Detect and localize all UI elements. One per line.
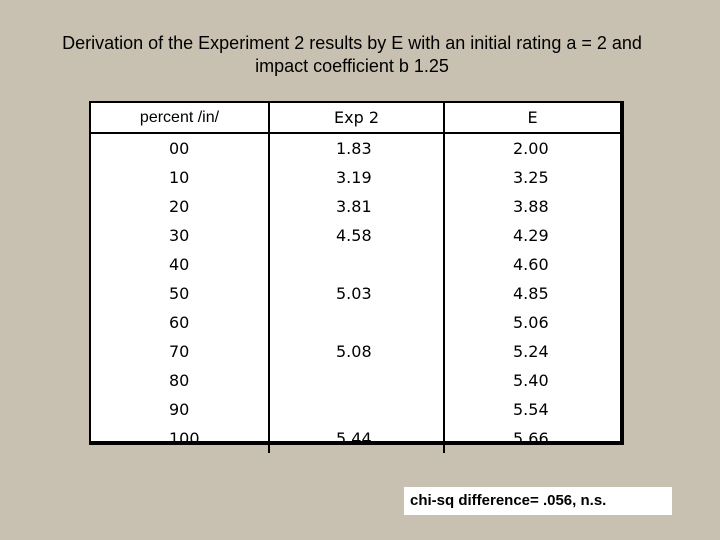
cell-percent: 40: [91, 250, 270, 279]
cell-e: 2.00: [513, 139, 549, 158]
cell-exp2: 1.83: [269, 133, 445, 163]
cell-percent: 80: [91, 366, 270, 395]
results-table-frame: percent /in/ Exp 2 E 00 1.83 2.00 10 3.1…: [89, 101, 624, 453]
cell-e: 5.66: [513, 429, 549, 448]
cell-percent: 70: [91, 337, 270, 366]
cell-e: 4.60: [513, 255, 549, 274]
cell-e: 3.25: [513, 168, 549, 187]
cell-exp2: 3.81: [269, 192, 445, 221]
cell-exp2: [269, 395, 445, 424]
cell-exp2: 5.03: [269, 279, 445, 308]
table-row: 20 3.81 3.88: [91, 192, 620, 221]
cell-exp2: [269, 366, 445, 395]
cell-percent: 10: [91, 163, 270, 192]
cell-percent: 00: [91, 133, 270, 163]
cell-exp2: 5.44: [269, 424, 445, 453]
table-row: 100 5.44 5.66: [91, 424, 620, 453]
header-percent: percent /in/: [91, 103, 270, 134]
table-row: 30 4.58 4.29: [91, 221, 620, 250]
cell-e: 4.85: [513, 284, 549, 303]
chi-square-note: chi-sq difference= .056, n.s.: [404, 487, 672, 515]
cell-e: 3.88: [513, 197, 549, 216]
table-row: 90 5.54: [91, 395, 620, 424]
table-row: 80 5.40: [91, 366, 620, 395]
cell-exp2: 3.19: [269, 163, 445, 192]
title-line-2: impact coefficient b 1.25: [255, 56, 449, 76]
cell-exp2: 5.08: [269, 337, 445, 366]
table-row: 60 5.06: [91, 308, 620, 337]
cell-percent: 100: [91, 424, 270, 453]
header-exp2: Exp 2: [269, 103, 445, 134]
cell-exp2: 4.58: [269, 221, 445, 250]
table-row: 00 1.83 2.00: [91, 133, 620, 163]
cell-e: 5.40: [513, 371, 549, 390]
table-row: 10 3.19 3.25: [91, 163, 620, 192]
cell-e: 5.54: [513, 400, 549, 419]
cell-e: 5.06: [513, 313, 549, 332]
cell-percent: 60: [91, 308, 270, 337]
cell-percent: 90: [91, 395, 270, 424]
table-header-row: percent /in/ Exp 2 E: [91, 103, 620, 134]
cell-e: 5.24: [513, 342, 549, 361]
cell-exp2: [269, 308, 445, 337]
cell-percent: 30: [91, 221, 270, 250]
header-e: E: [444, 103, 620, 134]
cell-percent: 50: [91, 279, 270, 308]
cell-percent: 20: [91, 192, 270, 221]
cell-e: 4.29: [513, 226, 549, 245]
table-row: 50 5.03 4.85: [91, 279, 620, 308]
title-line-1: Derivation of the Experiment 2 results b…: [62, 33, 642, 53]
slide-title: Derivation of the Experiment 2 results b…: [0, 32, 704, 78]
cell-exp2: [269, 250, 445, 279]
results-table: percent /in/ Exp 2 E 00 1.83 2.00 10 3.1…: [91, 103, 620, 453]
table-row: 40 4.60: [91, 250, 620, 279]
table-row: 70 5.08 5.24: [91, 337, 620, 366]
